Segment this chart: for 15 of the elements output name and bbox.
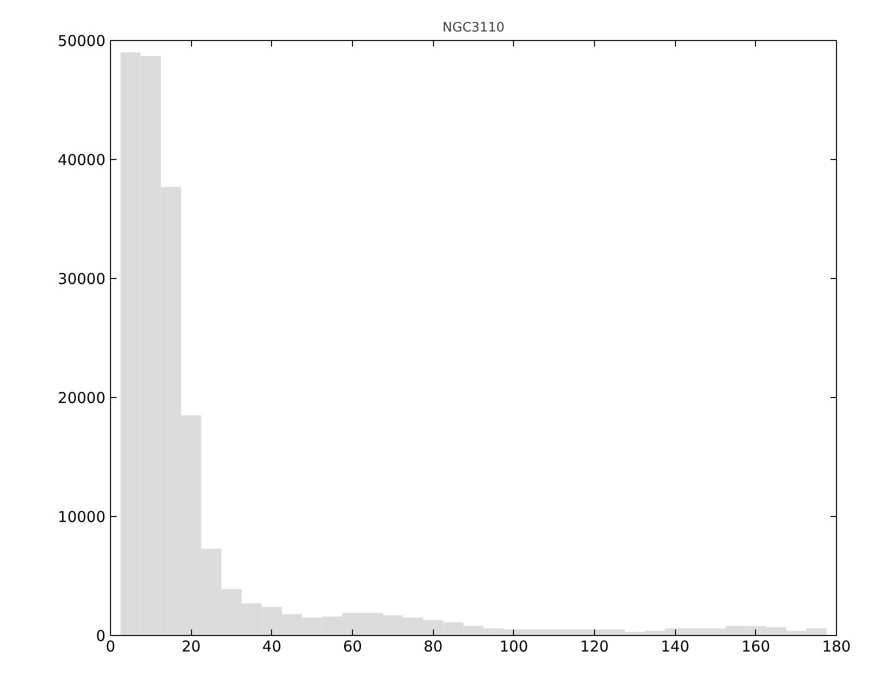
x-tick-label: 20 bbox=[182, 638, 201, 656]
x-tick-label: 60 bbox=[342, 638, 362, 656]
y-tick-label: 10000 bbox=[58, 508, 106, 526]
y-tick-label: 20000 bbox=[58, 389, 106, 407]
x-tick-label: 100 bbox=[500, 638, 528, 656]
x-tick-label: 140 bbox=[660, 638, 690, 656]
y-tick-label: 30000 bbox=[58, 270, 106, 288]
chart-title: NGC3110 bbox=[442, 20, 504, 36]
x-tick-label: 80 bbox=[424, 638, 443, 656]
y-tick-label: 40000 bbox=[58, 151, 106, 169]
x-tick-label: 120 bbox=[580, 638, 609, 656]
x-tick-label: 160 bbox=[742, 638, 770, 656]
x-tick-label: 40 bbox=[262, 638, 282, 656]
x-tick-label: 180 bbox=[822, 638, 851, 656]
y-tick-label: 50000 bbox=[58, 32, 106, 50]
